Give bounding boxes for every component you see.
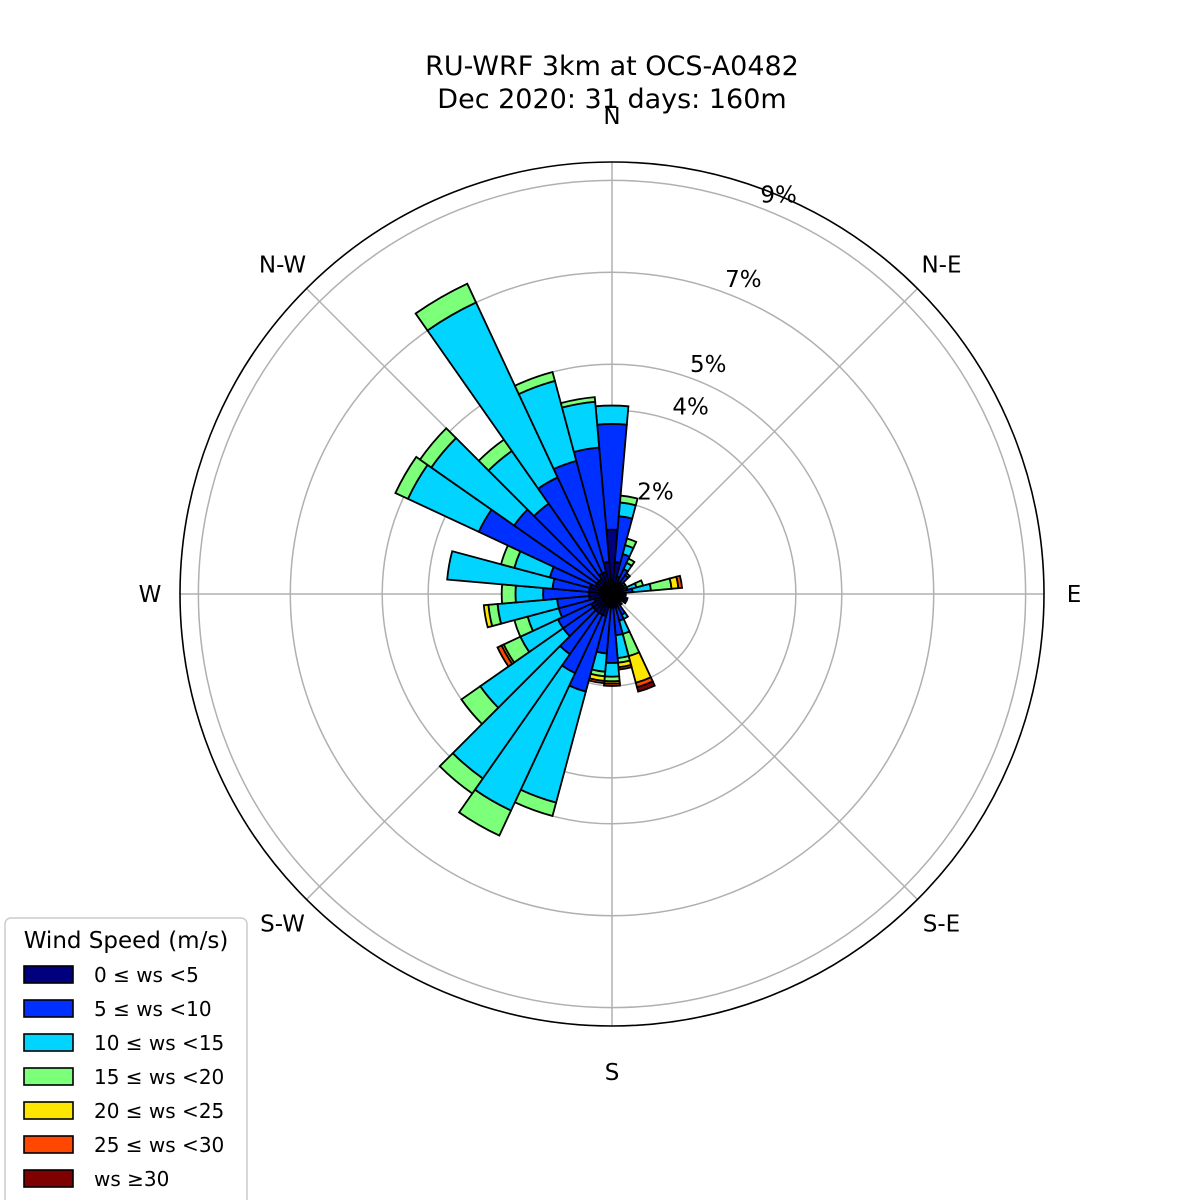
legend-label: ws ≥30 bbox=[94, 1167, 169, 1191]
legend-label: 15 ≤ ws <20 bbox=[94, 1065, 224, 1089]
legend-label: 10 ≤ ws <15 bbox=[94, 1031, 224, 1055]
bar-0-bin-2 bbox=[594, 404, 630, 426]
legend-swatch bbox=[23, 1033, 74, 1052]
sector-180 bbox=[603, 593, 621, 687]
bar-330-bin-3 bbox=[414, 282, 478, 332]
legend-frame bbox=[4, 917, 248, 1200]
bar-230-bin-3 bbox=[460, 685, 500, 726]
sector-210 bbox=[457, 593, 613, 837]
legend-swatch bbox=[23, 1067, 74, 1086]
radial-tick-label: 4% bbox=[672, 395, 709, 421]
radial-tick-label: 2% bbox=[637, 480, 674, 506]
bar-210-bin-3 bbox=[457, 788, 513, 837]
bar-240-bin-5 bbox=[496, 644, 514, 668]
legend-swatch bbox=[23, 965, 74, 984]
bar-340-bin-3 bbox=[513, 370, 557, 396]
sector-320 bbox=[477, 438, 613, 595]
sector-330 bbox=[414, 282, 613, 595]
chart-title: RU-WRF 3km at OCS-A0482 Dec 2020: 31 day… bbox=[425, 51, 799, 115]
bar-180-bin-5 bbox=[603, 682, 621, 687]
wind-sectors bbox=[394, 282, 684, 837]
bar-80-bin-5 bbox=[675, 574, 684, 590]
direction-label-n: N bbox=[603, 104, 620, 130]
direction-label-n-e: N-E bbox=[921, 253, 961, 279]
sector-350 bbox=[559, 396, 613, 595]
legend-label: 25 ≤ ws <30 bbox=[94, 1133, 224, 1157]
grid-spoke-s-e bbox=[611, 593, 919, 901]
sector-310 bbox=[418, 426, 613, 595]
direction-label-s-e: S-E bbox=[923, 911, 960, 937]
radial-tick-labels: 2% 4% 5% 7% 9% bbox=[637, 182, 797, 505]
sector-220 bbox=[438, 593, 613, 795]
bar-180-bin-2 bbox=[603, 661, 621, 678]
legend-swatch bbox=[23, 1101, 74, 1120]
legend-title: Wind Speed (m/s) bbox=[24, 928, 229, 954]
legend-swatch bbox=[23, 1135, 74, 1154]
legend-label: 20 ≤ ws <25 bbox=[94, 1099, 224, 1123]
direction-label-s: S bbox=[605, 1060, 620, 1086]
radial-tick-label: 7% bbox=[725, 267, 762, 293]
polar-outline bbox=[179, 161, 1045, 1027]
bar-160-bin-6 bbox=[635, 680, 656, 693]
bar-300-bin-3 bbox=[394, 455, 429, 501]
direction-label-w: W bbox=[139, 582, 162, 608]
bar-10-bin-3 bbox=[619, 494, 639, 507]
bar-20-bin-3 bbox=[623, 537, 638, 550]
grid-spoke-n-e bbox=[611, 287, 919, 595]
bar-350-bin-3 bbox=[559, 396, 597, 409]
radial-tick-label: 5% bbox=[690, 352, 727, 378]
chart-title-line-2: Dec 2020: 31 days: 160m bbox=[437, 84, 786, 115]
bar-310-bin-3 bbox=[418, 426, 458, 469]
legend-label: 0 ≤ ws <5 bbox=[94, 963, 199, 987]
bar-280-bin-2 bbox=[446, 550, 556, 590]
legend-swatch bbox=[23, 999, 74, 1018]
chart-title-line-1: RU-WRF 3km at OCS-A0482 bbox=[425, 51, 799, 82]
direction-label-s-w: S-W bbox=[260, 911, 305, 937]
bar-270-bin-3 bbox=[500, 583, 517, 605]
bar-220-bin-3 bbox=[438, 751, 485, 795]
bar-40-bin-2 bbox=[623, 572, 632, 580]
legend: Wind Speed (m/s) 0 ≤ ws <5 5 ≤ ws <10 10 ≤… bbox=[4, 917, 248, 1200]
sector-160 bbox=[611, 593, 656, 693]
bar-260-bin-4 bbox=[482, 603, 494, 629]
direction-label-n-w: N-W bbox=[259, 253, 306, 279]
legend-entries: 0 ≤ ws <5 5 ≤ ws <10 10 ≤ ws <15 15 ≤ ws <2… bbox=[23, 963, 224, 1191]
radial-tick-label: 9% bbox=[760, 182, 797, 208]
bar-120-bin-1 bbox=[622, 598, 628, 605]
sector-230 bbox=[460, 593, 613, 726]
bar-80-bin-3 bbox=[648, 577, 673, 592]
legend-label: 5 ≤ ws <10 bbox=[94, 997, 212, 1021]
legend-swatch bbox=[23, 1169, 74, 1188]
direction-label-e: E bbox=[1067, 582, 1082, 608]
direction-labels: N N-E E S-E S S-W W N-W bbox=[139, 104, 1082, 1086]
bar-30-bin-3 bbox=[625, 557, 636, 568]
